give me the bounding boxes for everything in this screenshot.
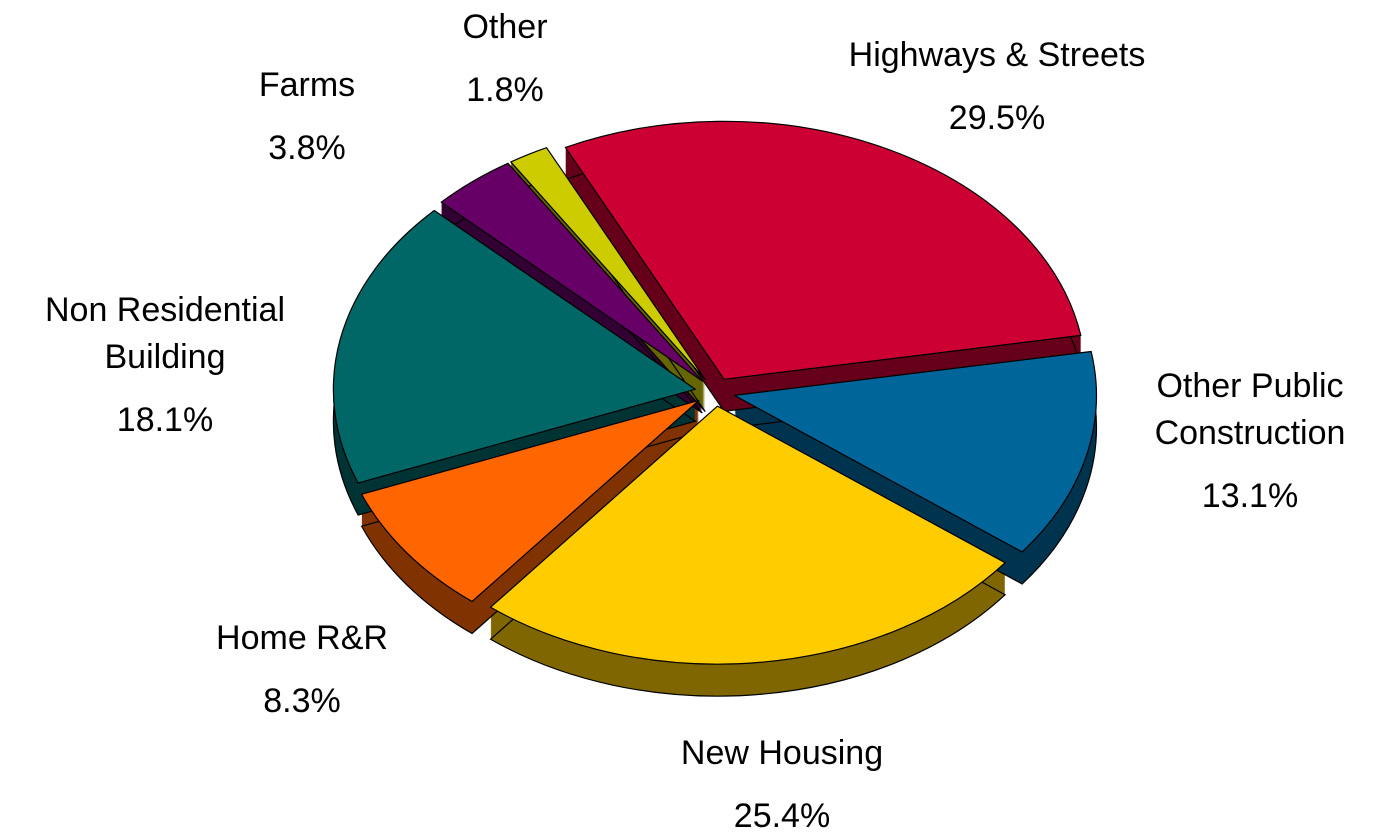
slice-label: Non Residential Building 18.1%	[45, 287, 285, 444]
slice-side-outline	[360, 431, 700, 635]
category-label: Other	[462, 8, 548, 46]
slice	[489, 405, 1006, 665]
category-label: Farms	[258, 66, 356, 104]
value-label: 25.4%	[733, 797, 831, 833]
value-label: 29.5%	[948, 99, 1046, 137]
value-label: 13.1%	[1201, 477, 1299, 515]
slice-label: Highways & Streets 29.5%	[849, 32, 1146, 142]
category-label: Non Residential Building	[44, 291, 286, 376]
slice	[440, 162, 703, 382]
value-label: 18.1%	[116, 401, 214, 439]
slice	[564, 120, 1082, 380]
slice	[510, 147, 706, 381]
slice-label: Other 1.8%	[462, 4, 547, 114]
slice-label: Home R&R 8.3%	[216, 615, 388, 725]
slice-side-outline	[489, 437, 1007, 697]
slice-label: New Housing 25.4%	[681, 730, 883, 833]
category-label: Other Public Construction	[1154, 367, 1346, 452]
value-label: 1.8%	[466, 71, 544, 109]
slice-label: Farms 3.8%	[259, 62, 355, 172]
slice	[733, 350, 1098, 553]
category-label: New Housing	[680, 734, 884, 772]
slice	[361, 399, 700, 603]
value-label: 3.8%	[268, 129, 346, 167]
category-label: Home R&R	[216, 619, 388, 657]
category-label: Highways & Streets	[848, 36, 1146, 74]
slice	[332, 209, 696, 484]
slice-label: Other Public Construction 13.1%	[1155, 363, 1346, 520]
value-label: 8.3%	[263, 682, 341, 720]
